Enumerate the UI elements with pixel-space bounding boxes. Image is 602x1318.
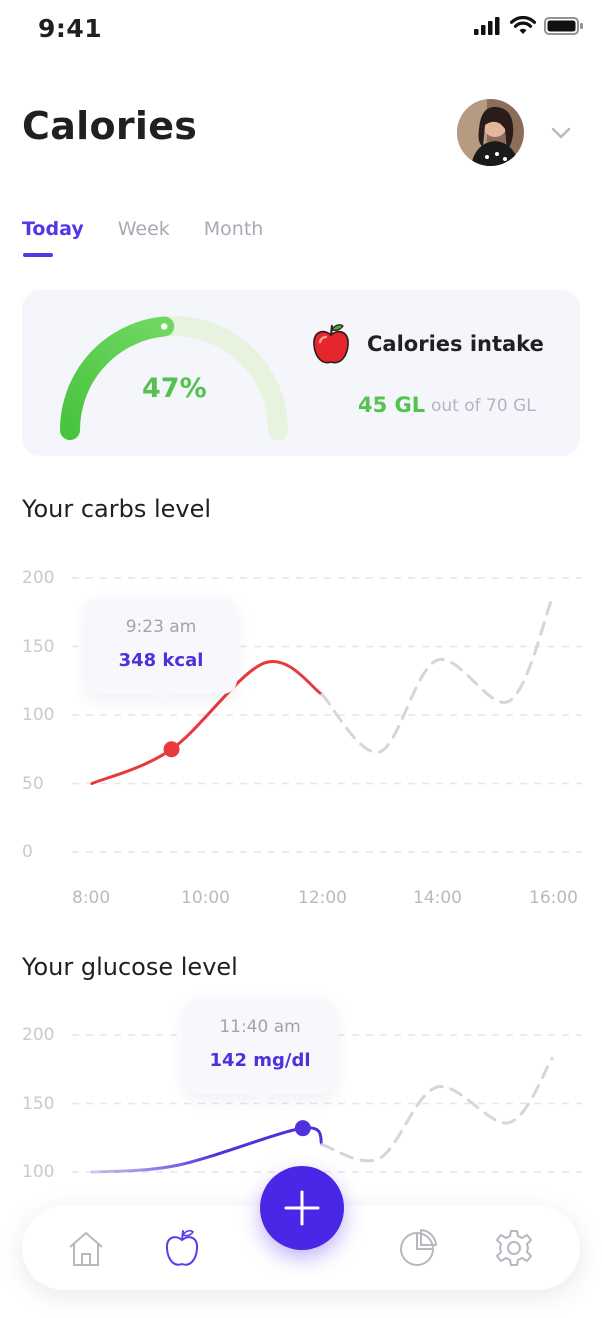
glucose-highlight-point[interactable] [294, 1120, 311, 1137]
carbs-ytick-100: 100 [22, 705, 55, 725]
nav-home[interactable] [66, 1228, 106, 1268]
carbs-highlight-point[interactable] [163, 741, 180, 758]
carbs-xtick-16: 16:00 [529, 888, 578, 908]
carbs-ytick-150: 150 [22, 637, 55, 657]
pie-chart-icon [400, 1229, 437, 1266]
carbs-tooltip: 9:23 am 348 kcal [85, 598, 237, 694]
carbs-tooltip-value: 348 kcal [118, 650, 204, 671]
intake-goal: out of 70 GL [431, 396, 536, 416]
glucose-ytick-150: 150 [22, 1094, 55, 1114]
glucose-tooltip-value: 142 mg/dl [209, 1050, 311, 1071]
carbs-xtick-14: 14:00 [413, 888, 462, 908]
home-icon [69, 1232, 103, 1266]
carbs-xtick-12: 12:00 [298, 888, 347, 908]
calories-intake-card[interactable] [22, 290, 580, 456]
nav-settings[interactable] [494, 1228, 534, 1268]
status-time: 9:41 [38, 14, 103, 43]
glucose-tooltip-time: 11:40 am [219, 1017, 301, 1037]
carbs-series-line [90, 659, 324, 785]
wifi-icon [510, 16, 536, 34]
glucose-ytick-200: 200 [22, 1025, 55, 1045]
carbs-xtick-10: 10:00 [181, 888, 230, 908]
add-icon [284, 1190, 320, 1226]
intake-value: 45 GL [358, 393, 426, 417]
chevron-down-icon[interactable] [548, 120, 574, 146]
avatar[interactable] [457, 99, 524, 166]
carbs-ytick-50: 50 [22, 774, 44, 794]
gauge-knob [161, 323, 168, 330]
carbs-forecast-line [320, 597, 554, 754]
carbs-xtick-8: 8:00 [72, 888, 111, 908]
signal-icon [474, 17, 500, 35]
tab-week[interactable]: Week [117, 218, 170, 240]
tab-today[interactable]: Today [22, 218, 84, 240]
carbs-tooltip-pointer [150, 693, 172, 705]
carbs-tooltip-time: 9:23 am [125, 617, 197, 637]
intake-gauge [60, 316, 288, 440]
glucose-section-title: Your glucose level [22, 953, 238, 981]
intake-title: Calories intake [367, 332, 544, 356]
status-icons [474, 16, 584, 36]
period-tabs: Today Week Month [22, 218, 263, 240]
add-button[interactable] [260, 1166, 344, 1250]
active-tab-indicator [23, 253, 53, 257]
battery-icon [544, 17, 583, 35]
glucose-tooltip-pointer [249, 1093, 271, 1105]
carbs-ytick-0: 0 [22, 842, 33, 862]
apple-icon [313, 324, 349, 364]
carbs-ytick-200: 200 [22, 568, 55, 588]
tab-month[interactable]: Month [203, 218, 264, 240]
glucose-series-line [90, 1126, 324, 1174]
glucose-ytick-100: 100 [22, 1162, 55, 1182]
carbs-section-title: Your carbs level [22, 495, 212, 523]
nav-stats[interactable] [398, 1228, 438, 1268]
nav-nutrition[interactable] [162, 1228, 202, 1268]
apple-icon [165, 1229, 199, 1266]
gear-icon [496, 1230, 532, 1266]
glucose-forecast-line [320, 1056, 554, 1163]
gauge-fill [60, 316, 175, 440]
carbs-chart[interactable] [0, 560, 602, 870]
glucose-tooltip: 11:40 am 142 mg/dl [184, 998, 336, 1094]
intake-percent: 47% [142, 373, 207, 404]
page-title: Calories [22, 104, 198, 148]
